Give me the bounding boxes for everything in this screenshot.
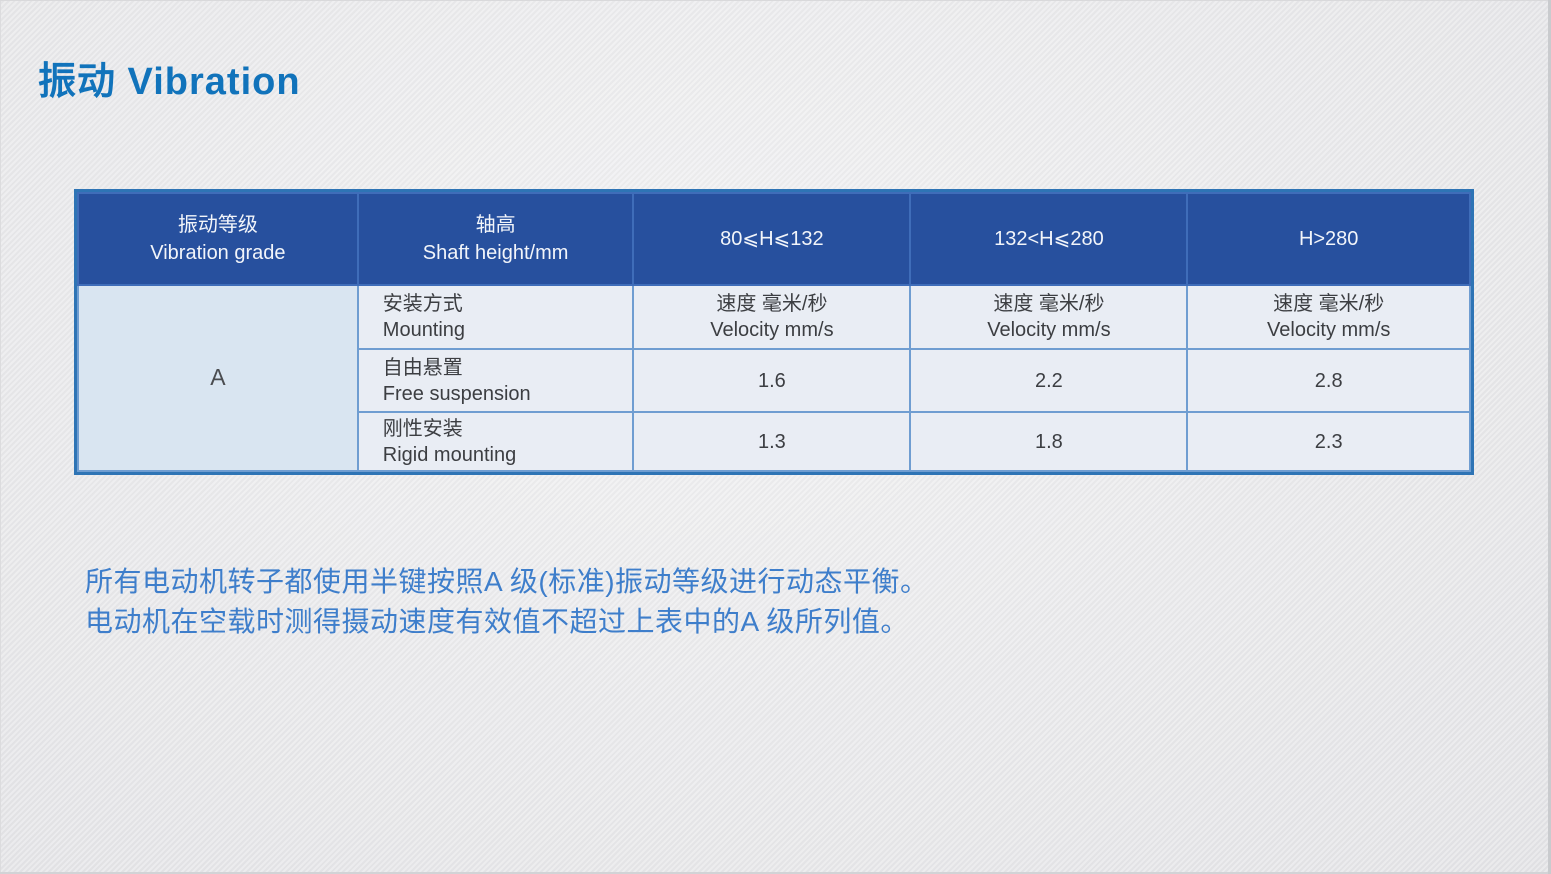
header-shaft-height-zh: 轴高: [475, 214, 516, 236]
mounting-label-zh: 安装方式: [382, 293, 463, 315]
table-row-free-suspension: 自由悬置 Free suspension 1.6 2.2 2.8: [78, 348, 1471, 413]
velocity-unit-2-zh: 速度 毫米/秒: [993, 293, 1105, 315]
cell-velocity-unit-3: 速度 毫米/秒 Velocity mm/s: [1186, 284, 1471, 350]
table-row-mounting: A 安装方式 Mounting 速度 毫米/秒 Velocity mm/s 速度…: [77, 284, 1471, 472]
table-header-row: 振动等级 Vibration grade 轴高 Shaft height/mm …: [77, 192, 1471, 286]
header-shaft-height-en: Shaft height/mm: [422, 242, 569, 264]
free-suspension-label-en: Free suspension: [382, 382, 531, 405]
velocity-unit-2-en: Velocity mm/s: [987, 319, 1111, 341]
cell-value-free-3: 2.8: [1186, 348, 1471, 413]
cell-rigid-mounting-label: 刚性安装 Rigid mounting: [356, 411, 635, 472]
balance-note-line2: 电动机在空载时测得摄动速度有效值不超过上表中的A 级所列值。: [85, 606, 909, 638]
cell-mounting-label: 安装方式 Mounting: [356, 284, 635, 350]
header-vibration-grade-zh: 振动等级: [177, 214, 258, 236]
cell-velocity-unit-2: 速度 毫米/秒 Velocity mm/s: [909, 284, 1189, 350]
cell-free-suspension-label: 自由悬置 Free suspension: [356, 348, 635, 413]
header-cell-range-over-280: H>280: [1186, 192, 1471, 286]
balance-note: 所有电动机转子都使用半键按照A 级(标准)振动等级进行动态平衡。 电动机在空载时…: [85, 562, 929, 642]
velocity-unit-1-en: Velocity mm/s: [710, 319, 834, 341]
header-range-132-280-label: 132<H⩽280: [994, 228, 1104, 250]
velocity-unit-3-zh: 速度 毫米/秒: [1273, 293, 1385, 315]
balance-note-line1: 所有电动机转子都使用半键按照A 级(标准)振动等级进行动态平衡。: [85, 566, 929, 597]
cell-value-rigid-1: 1.3: [632, 411, 912, 472]
header-vibration-grade-en: Vibration grade: [150, 242, 286, 264]
header-range-80-132-label: 80⩽H⩽132: [720, 228, 824, 250]
cell-value-rigid-3: 2.3: [1186, 411, 1471, 472]
free-suspension-label-zh: 自由悬置: [382, 356, 463, 379]
velocity-unit-3-en: Velocity mm/s: [1267, 319, 1391, 341]
header-cell-range-132-280: 132<H⩽280: [909, 192, 1189, 286]
cell-velocity-unit-1: 速度 毫米/秒 Velocity mm/s: [632, 284, 912, 350]
vibration-table: 振动等级 Vibration grade 轴高 Shaft height/mm …: [74, 189, 1474, 475]
mounting-label-en: Mounting: [382, 319, 466, 341]
cell-value-free-1: 1.6: [632, 348, 912, 413]
page-title: 振动 Vibration: [38, 61, 301, 103]
rigid-mounting-label-en: Rigid mounting: [382, 443, 517, 466]
velocity-unit-1-zh: 速度 毫米/秒: [716, 293, 828, 315]
rigid-mounting-label-zh: 刚性安装: [382, 417, 463, 440]
header-cell-range-80-132: 80⩽H⩽132: [632, 192, 912, 286]
header-cell-shaft-height: 轴高 Shaft height/mm: [356, 192, 635, 286]
cell-value-free-2: 2.2: [909, 348, 1189, 413]
table-row-rigid-mounting: 刚性安装 Rigid mounting 1.3 1.8 2.3: [78, 411, 1471, 472]
vibration-grade-table: 振动等级 Vibration grade 轴高 Shaft height/mm …: [77, 192, 1471, 472]
cell-value-rigid-2: 1.8: [909, 411, 1189, 472]
header-cell-vibration-grade: 振动等级 Vibration grade: [77, 192, 359, 286]
header-range-over-280-label: H>280: [1298, 228, 1359, 250]
cell-grade-a: A: [77, 284, 359, 472]
